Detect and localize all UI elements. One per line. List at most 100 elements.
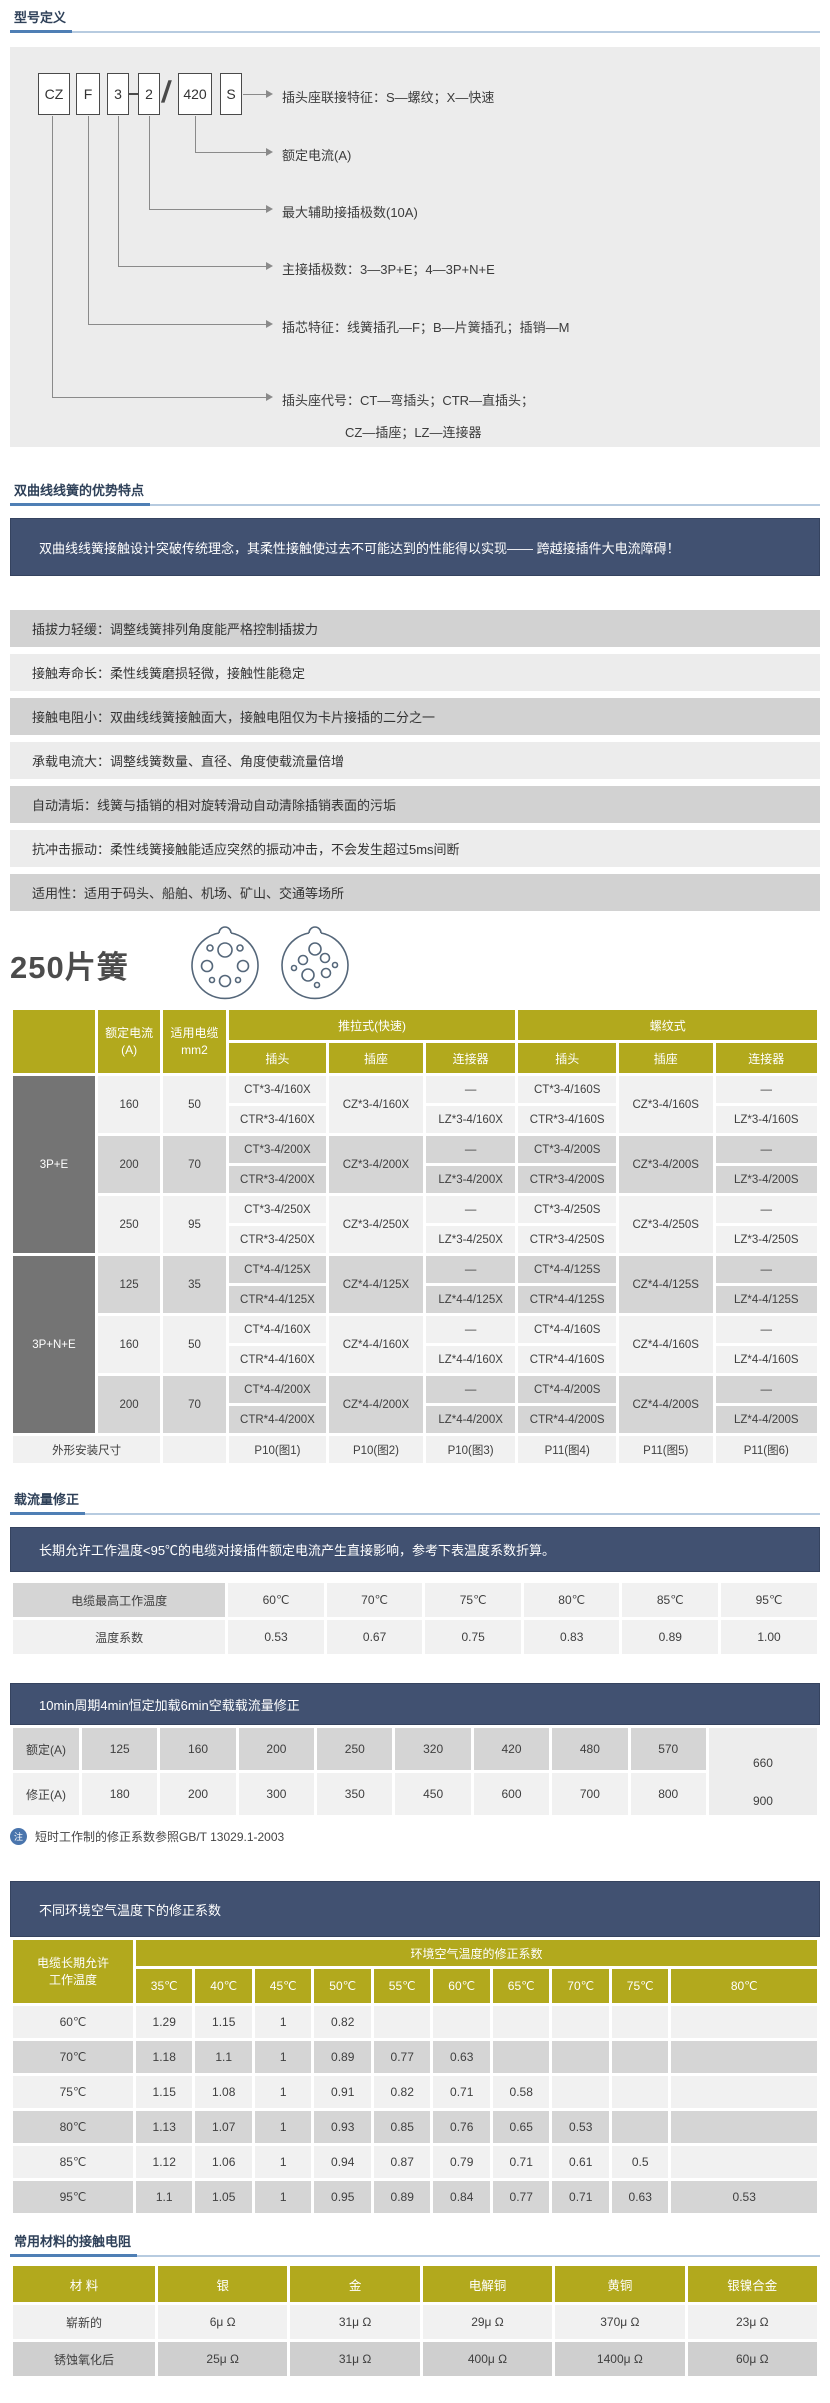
- code-box-main-poles: 3: [107, 73, 129, 115]
- corrected-value: 350: [317, 1773, 393, 1815]
- model-cell: CZ*3-4/250X: [329, 1196, 423, 1253]
- model-cell: —: [425, 1196, 516, 1223]
- diagram-label-main-poles: 主接插极数：3—3P+E；4—3P+N+E: [282, 262, 495, 277]
- header-screw-type: 螺纹式: [518, 1010, 817, 1040]
- row-label: 额定(A): [13, 1728, 80, 1770]
- resistance-cell: 1400μ Ω: [555, 2342, 685, 2376]
- resistance-cell: 370μ Ω: [555, 2305, 685, 2339]
- material-header: 金: [290, 2266, 420, 2302]
- model-cell: CZ*4-4/200S: [618, 1376, 713, 1433]
- coeff-cell: [552, 2006, 609, 2038]
- temperature-coefficient-table: 电缆最高工作温度 60℃ 70℃ 75℃ 80℃ 85℃ 95℃ 温度系数 0.…: [10, 1580, 820, 1657]
- section-title-model-definition: 型号定义: [10, 10, 820, 33]
- temp-cell: 75℃: [425, 1583, 521, 1617]
- coeff-cell: [552, 2076, 609, 2108]
- coeff-cell: 0.82: [314, 2006, 371, 2038]
- coeff-cell: 1.18: [135, 2041, 193, 2073]
- pole-group-cell: 3P+E: [13, 1076, 95, 1253]
- model-cell: —: [425, 1136, 516, 1163]
- model-cell: —: [715, 1316, 817, 1343]
- row-label: 崭新的: [13, 2305, 156, 2339]
- diagram-line: [195, 116, 196, 152]
- coeff-cell: [671, 2041, 817, 2073]
- header-text: 电缆长期允许: [36, 1956, 109, 1971]
- model-cell: CTR*4-4/160S: [518, 1346, 616, 1373]
- rated-cell: 200: [97, 1376, 161, 1433]
- coeff-cell: 1: [254, 2146, 312, 2178]
- coeff-cell: 0.89: [314, 2041, 371, 2073]
- ambient-temp-header: 50℃: [314, 1969, 371, 2003]
- coeff-cell: [492, 2041, 550, 2073]
- model-cell: CT*3-4/160S: [518, 1076, 616, 1103]
- coeff-cell: 0.61: [552, 2146, 609, 2178]
- resistance-cell: 31μ Ω: [290, 2305, 420, 2339]
- note-line: 注 短时工作制的修正系数参照GB/T 13029.1-2003: [10, 1828, 820, 1845]
- coeff-cell: 1: [254, 2006, 312, 2038]
- diagram-line: [52, 116, 53, 397]
- coeff-cell: 0.91: [314, 2076, 371, 2108]
- header-plug: 插头: [228, 1043, 327, 1073]
- material-header: 银镍合金: [687, 2266, 817, 2302]
- code-box-aux-poles: 2: [138, 73, 160, 115]
- corrected-value: 450: [395, 1773, 471, 1815]
- code-box-series: CZ: [38, 73, 70, 115]
- model-cell: LZ*4-4/160S: [715, 1346, 817, 1373]
- model-cell: CZ*3-4/200S: [618, 1136, 713, 1193]
- coeff-cell: 0.53: [552, 2111, 609, 2143]
- advantage-item: 接触电阻小：双曲线线簧接触面大，接触电阻仅为卡片接插的二分之一: [10, 698, 820, 735]
- footer-ref-cell: P10(图2): [329, 1436, 423, 1463]
- model-cell: CTR*3-4/250X: [228, 1226, 327, 1253]
- model-cell: CZ*3-4/200X: [329, 1136, 423, 1193]
- note-text: 短时工作制的修正系数参照GB/T 13029.1-2003: [35, 1830, 285, 1844]
- temp-cell: 80℃: [523, 1583, 620, 1617]
- model-cell: —: [425, 1256, 516, 1283]
- model-cell: CZ*3-4/250S: [618, 1196, 713, 1253]
- coeff-cell: 0.53: [671, 2181, 817, 2213]
- header-text: (A): [121, 1042, 138, 1057]
- row-label: 修正(A): [13, 1773, 80, 1815]
- row-label: 80℃: [13, 2111, 133, 2143]
- model-cell: CTR*4-4/160X: [228, 1346, 327, 1373]
- footer-empty-cell: [163, 1436, 226, 1463]
- temp-cell: 70℃: [326, 1583, 423, 1617]
- cable-cell: 50: [163, 1316, 226, 1373]
- section-title-materials: 常用材料的接触电阻: [10, 2234, 820, 2257]
- coeff-cell: 0.82: [373, 2076, 431, 2108]
- footer-ref-cell: P11(图4): [518, 1436, 616, 1463]
- coeff-cell: 0.84: [433, 2181, 490, 2213]
- ambient-temp-header: 40℃: [195, 1969, 252, 2003]
- row-label: 60℃: [13, 2006, 133, 2038]
- model-cell: CT*4-4/200X: [228, 1376, 327, 1403]
- diagram-arrow: [266, 320, 273, 328]
- connector-face-icon: [190, 926, 259, 1000]
- row-label: 温度系数: [13, 1620, 226, 1654]
- header-text: 额定电流: [105, 1026, 154, 1041]
- coeff-cell: [671, 2076, 817, 2108]
- header-connector: 连接器: [715, 1043, 817, 1073]
- coeff-cell: [552, 2041, 609, 2073]
- corrected-value: 700: [552, 1773, 628, 1815]
- coeff-cell: 1.08: [195, 2076, 252, 2108]
- diagram-line: [243, 94, 266, 95]
- rated-value: 570: [630, 1728, 706, 1770]
- coeff-cell: [671, 2006, 817, 2038]
- advantage-item: 抗冲击振动：柔性线簧接触能适应突然的振动冲击，不会发生超过5ms间断: [10, 830, 820, 867]
- coeff-cell: 0.79: [433, 2146, 490, 2178]
- model-cell: CZ*4-4/125S: [618, 1256, 713, 1313]
- rated-value: 125: [82, 1728, 158, 1770]
- resistance-cell: 31μ Ω: [290, 2342, 420, 2376]
- cable-cell: 95: [163, 1196, 226, 1253]
- model-cell: LZ*4-4/125X: [425, 1286, 516, 1313]
- rated-cell: 250: [97, 1196, 161, 1253]
- cable-cell: 50: [163, 1076, 226, 1133]
- section-title-text: 常用材料的接触电阻: [10, 2235, 138, 2257]
- coeff-cell: 1.06: [195, 2146, 252, 2178]
- model-cell: CT*4-4/200S: [518, 1376, 616, 1403]
- material-header: 银: [158, 2266, 288, 2302]
- coeff-cell: 0.85: [373, 2111, 431, 2143]
- cycle-correction-table: 额定(A) 125 160 200 250 320 420 480 570 66…: [10, 1725, 820, 1818]
- coeff-cell: 0.89: [373, 2181, 431, 2213]
- merged-bottom-value: 900: [752, 1793, 773, 1808]
- rated-cell: 160: [97, 1076, 161, 1133]
- diagram-line: [52, 397, 266, 398]
